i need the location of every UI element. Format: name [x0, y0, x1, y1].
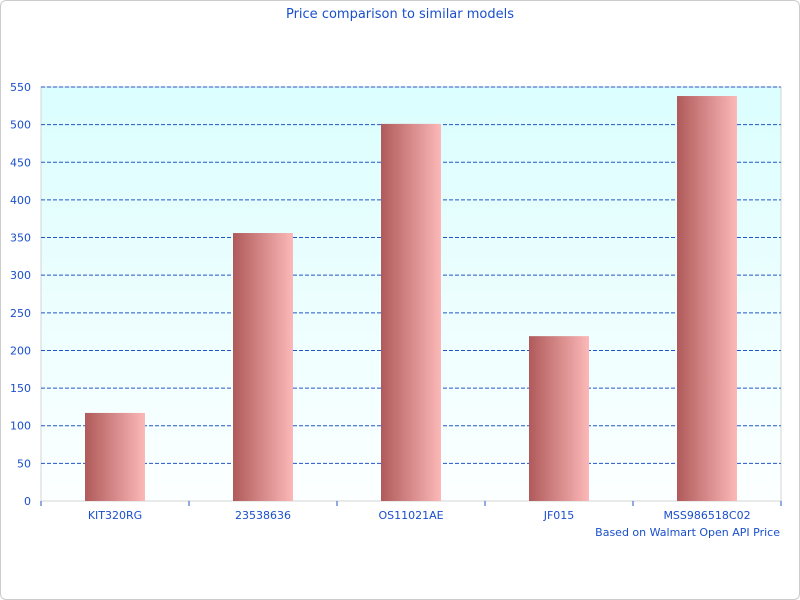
bar: [677, 96, 737, 502]
y-tick-label: 150: [10, 382, 31, 395]
y-tick-label: 250: [10, 307, 31, 320]
bar: [381, 123, 441, 501]
bar: [85, 412, 145, 501]
y-tick-label: 450: [10, 156, 31, 169]
y-tick-label: 550: [10, 81, 31, 94]
y-tick-label: 200: [10, 344, 31, 357]
y-tick-label: 350: [10, 232, 31, 245]
x-tick-label: MSS986518C02: [663, 509, 750, 522]
y-tick-label: 0: [24, 495, 31, 508]
y-tick-label: 300: [10, 269, 31, 282]
chart-subtitle: Based on Walmart Open API Price: [595, 526, 780, 539]
y-tick-label: 100: [10, 420, 31, 433]
bar: [529, 336, 589, 501]
x-tick-label: 23538636: [235, 509, 291, 522]
x-tick-label: JF015: [543, 509, 575, 522]
y-tick-label: 50: [17, 457, 31, 470]
x-tick-label: KIT320RG: [88, 509, 142, 522]
bar: [233, 233, 293, 501]
y-tick-label: 400: [10, 194, 31, 207]
x-tick-label: OS11021AE: [378, 509, 443, 522]
y-tick-label: 500: [10, 119, 31, 132]
chart-title: Price comparison to similar models: [286, 7, 514, 22]
